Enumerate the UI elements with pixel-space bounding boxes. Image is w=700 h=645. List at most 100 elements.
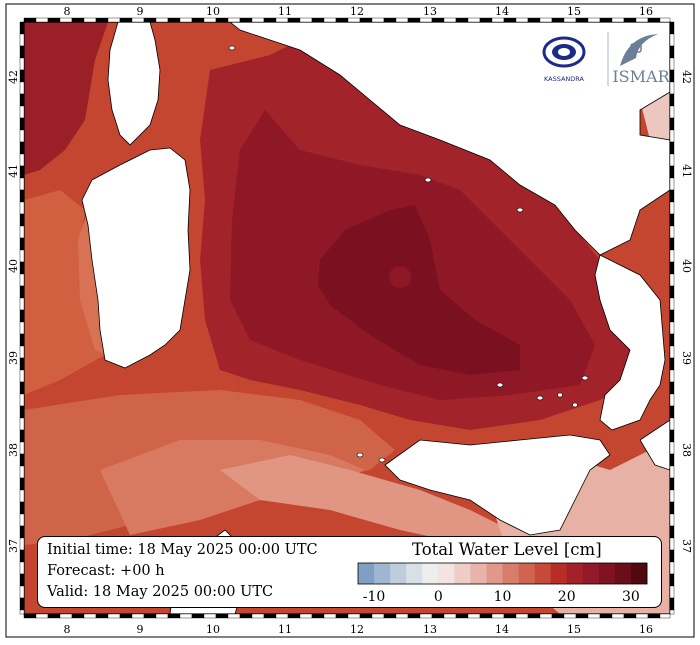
frame-check <box>455 613 469 619</box>
lon-label-bottom: 11 <box>278 623 292 636</box>
colorbar-swatch <box>502 563 519 584</box>
frame-check <box>669 201 675 215</box>
frame-check <box>669 441 675 455</box>
frame-check <box>659 17 671 23</box>
frame-check <box>669 261 675 275</box>
lat-label-right: 41 <box>680 164 693 178</box>
colorbar-swatch <box>454 563 471 584</box>
land-sicily <box>384 434 611 536</box>
frame-check <box>275 613 289 619</box>
lat-label-left: 41 <box>7 164 20 178</box>
land-island <box>356 452 364 458</box>
frame-check <box>35 17 49 23</box>
frame-check <box>669 369 675 383</box>
frame-check <box>19 393 25 407</box>
logos-panel: KASSANDRA ISMAR <box>528 28 671 90</box>
frame-check <box>19 345 25 359</box>
lat-label-left: 42 <box>7 70 20 84</box>
frame-check <box>669 321 675 335</box>
colorbar-swatch <box>534 563 551 584</box>
frame-check <box>107 613 121 619</box>
frame-check <box>669 81 675 95</box>
frame-check <box>167 17 181 23</box>
land-island <box>572 402 578 408</box>
frame-check <box>19 213 25 227</box>
frame-check <box>19 429 25 443</box>
frame-check <box>95 613 109 619</box>
frame-check <box>669 57 675 71</box>
colorbar-swatch <box>550 563 568 584</box>
frame-check <box>131 17 145 23</box>
frame-check <box>669 513 675 527</box>
frame-check <box>335 17 349 23</box>
frame-check <box>407 17 421 23</box>
frame-check <box>491 613 505 619</box>
frame-check <box>23 17 37 23</box>
frame-check <box>19 321 25 335</box>
frame-check <box>539 17 553 23</box>
colorbar-swatch <box>374 563 391 584</box>
frame-check <box>19 573 25 587</box>
frame-check <box>323 17 337 23</box>
lon-label-bottom: 16 <box>639 623 653 636</box>
colorbar-swatch <box>358 563 375 584</box>
colorbar-title: Total Water Level [cm] <box>412 540 602 559</box>
frame-check <box>635 17 649 23</box>
lat-label-left: 38 <box>7 443 20 457</box>
frame-check <box>19 141 25 155</box>
frame-check <box>19 21 25 35</box>
frame-check <box>669 213 675 227</box>
lon-label-top: 14 <box>495 5 509 18</box>
sea-field-south-3 <box>220 455 520 545</box>
frame-check <box>669 177 675 191</box>
frame-check <box>19 369 25 383</box>
lat-label-left: 39 <box>7 351 20 365</box>
frame-check <box>647 613 661 619</box>
frame-check <box>527 613 541 619</box>
frame-check <box>203 17 217 23</box>
frame-check <box>669 225 675 239</box>
outer-frame <box>5 3 695 638</box>
frame-check <box>431 17 445 23</box>
frame-check <box>179 613 193 619</box>
frame-check <box>669 249 675 263</box>
frame-check <box>251 613 265 619</box>
frame-check <box>669 489 675 503</box>
frame-check <box>19 165 25 179</box>
frame-check <box>669 117 675 131</box>
frame-check <box>669 309 675 323</box>
frame-check <box>19 117 25 131</box>
lon-label-top: 10 <box>206 5 220 18</box>
lon-label-bottom: 14 <box>495 623 509 636</box>
frame-check <box>19 57 25 71</box>
frame-check <box>155 17 169 23</box>
frame-check <box>19 93 25 107</box>
frame-check <box>611 613 625 619</box>
frame-check <box>669 405 675 419</box>
frame-check <box>587 613 601 619</box>
frame-check <box>669 549 675 563</box>
sea-field-ligurian <box>24 22 108 175</box>
frame-check <box>515 17 529 23</box>
frame-check <box>669 597 675 611</box>
frame-check <box>19 405 25 419</box>
frame-check <box>371 613 385 619</box>
frame-check <box>83 17 97 23</box>
frame-check <box>669 189 675 203</box>
frame-check <box>19 357 25 371</box>
frame-check <box>19 465 25 479</box>
land-island <box>516 207 524 213</box>
frame-check <box>515 613 529 619</box>
frame-check <box>107 17 121 23</box>
frame-check <box>669 393 675 407</box>
svg-text:ISMAR: ISMAR <box>612 67 669 86</box>
frame-check <box>539 613 553 619</box>
land-island <box>581 375 589 381</box>
frame-check <box>19 525 25 539</box>
frame-check <box>669 573 675 587</box>
land-island <box>228 45 236 51</box>
sea-field-eddy <box>389 266 411 288</box>
land-sardinia <box>81 147 191 369</box>
frame-check <box>491 17 505 23</box>
frame-check <box>299 613 313 619</box>
